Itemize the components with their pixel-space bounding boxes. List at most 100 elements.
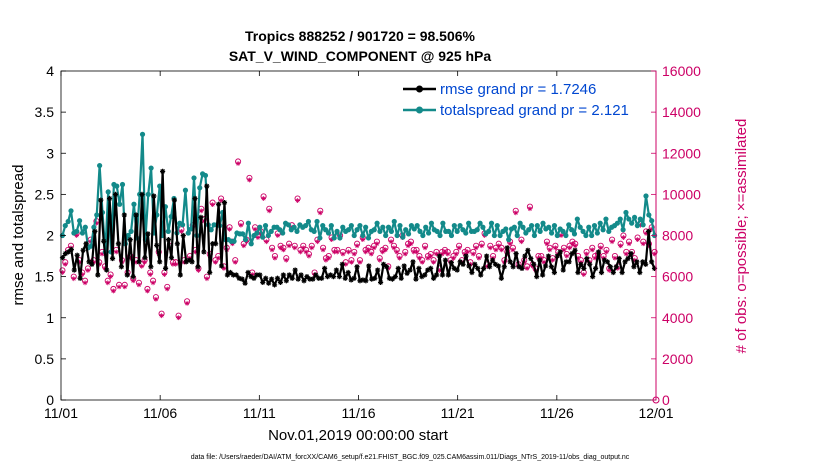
totalspread-point [351,232,357,239]
rmse-point [124,272,130,278]
rmse-point [351,275,357,281]
totalspread-point [503,226,509,232]
totalspread-point [563,232,569,239]
totalspread-point [337,235,343,241]
rmse-point [101,238,107,244]
obs-assimilated-point [354,243,360,249]
totalspread-point [554,232,560,239]
rmse-point [410,259,416,265]
obs-assimilated-point [487,245,493,251]
rmse-point [104,267,110,273]
obs-assimilated-point [541,259,547,265]
rmse-point [566,259,572,265]
rmse-point [77,275,83,281]
rmse-point [445,272,451,278]
totalspread-point [548,230,555,236]
obs-assimilated-point [60,270,65,275]
obs-assimilated-point [82,280,88,286]
obs-assimilated-point [394,249,400,255]
totalspread-point [474,227,480,233]
rmse-point [525,247,531,253]
totalspread-point [348,223,354,229]
rmse-point [534,274,540,280]
rmse-point [628,250,634,257]
x-tick-label: 11/01 [44,405,78,421]
obs-assimilated-point [147,272,153,277]
totalspread-point [385,224,392,230]
rmse-point [360,277,366,283]
totalspread-point [182,187,189,193]
obs-assimilated-point [612,255,618,261]
totalspread-point [520,224,526,230]
obs-assimilated-point [493,247,499,253]
rmse-point [189,259,195,265]
obs-assimilated-point [179,228,184,234]
obs-assimilated-point [343,261,349,267]
obs-assimilated-point [561,247,567,253]
y-tick-label-right: 4000 [662,310,693,326]
rmse-point [498,275,504,281]
x-tick-label: 11/21 [441,405,475,421]
rmse-point [121,212,127,218]
rmse-point [448,260,454,266]
obs-assimilated-point [397,255,402,261]
y-tick-label-left: 3.5 [35,104,55,120]
rmse-point [510,264,516,270]
totalspread-point [334,228,340,234]
obs-assimilated-point [575,255,581,261]
obs-assimilated-point [298,249,303,255]
totalspread-point [91,224,97,230]
rmse-point [319,275,325,281]
totalspread-point [240,231,246,237]
rmse-point [227,269,233,276]
rmse-point [454,267,460,273]
rmse-point [133,212,139,218]
rmse-point [283,278,289,284]
totalspread-point [105,189,111,195]
obs-assimilated-point [496,243,502,249]
obs-assimilated-point [278,245,283,251]
totalspread-point [197,185,203,191]
totalspread-point [617,216,623,222]
obs-assimilated-point [589,247,595,253]
totalspread-point [649,218,655,224]
rmse-point [198,214,204,221]
totalspread-point [463,230,469,236]
rmse-point [569,250,575,257]
totalspread-point [79,230,86,236]
obs-assimilated-point [162,272,167,277]
totalspread-point [231,238,237,244]
totalspread-point [477,220,483,226]
obs-assimilated-point [436,268,442,273]
totalspread-point [643,193,649,199]
totalspread-point [305,218,312,225]
totalspread-point [97,162,103,169]
obs-assimilated-point [456,245,462,251]
obs-assimilated-point [439,251,445,257]
rmse-point [298,272,304,278]
totalspread-point [614,220,620,226]
rmse-point [80,247,86,253]
rmse-point [631,264,637,270]
rmse-point [310,276,316,282]
totalspread-point [540,220,546,226]
totalspread-point [454,228,460,234]
rmse-point [369,276,375,282]
rmse-point [68,246,74,253]
rmse-point [142,255,148,261]
rmse-point [439,272,446,278]
obs-assimilated-point [247,177,252,183]
obs-assimilated-point [184,300,190,306]
obs-assimilated-point [513,210,519,216]
obs-assimilated-point [153,296,159,302]
rmse-point [168,255,175,261]
totalspread-point [534,223,540,229]
totalspread-point [511,224,518,230]
rmse-point [65,249,71,255]
rmse-point [157,259,163,265]
rmse-point [301,278,307,284]
rmse-point [195,264,201,270]
obs-assimilated-point [570,241,575,247]
data-file-footer: data file: /Users/raeder/DAI/ATM_forcXX/… [191,454,630,461]
rmse-point [254,272,260,278]
